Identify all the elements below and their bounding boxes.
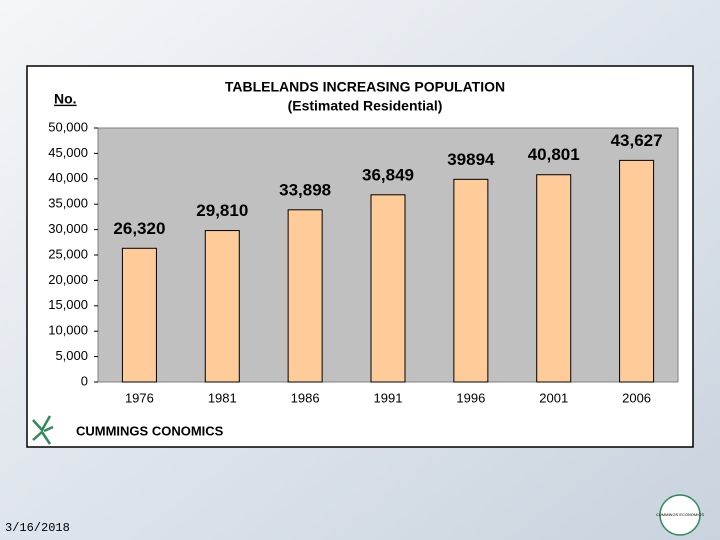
y-tick-label: 10,000: [48, 323, 88, 338]
bar: [204, 230, 240, 383]
bar: [121, 247, 157, 383]
y-tick-label: 20,000: [48, 272, 88, 287]
x-tick-label: 2001: [539, 390, 568, 405]
bar: [287, 209, 323, 383]
value-label: 43,627: [611, 131, 663, 150]
bar: [453, 178, 489, 383]
chart-title: TABLELANDS INCREASING POPULATION: [225, 79, 505, 95]
y-tick-label: 0: [81, 373, 88, 388]
y-tick-label: 30,000: [48, 221, 88, 236]
y-tick-label: 50,000: [48, 119, 88, 134]
x-tick-label: 2006: [622, 390, 651, 405]
value-label: 40,801: [528, 145, 580, 164]
slide-date: 3/16/2018: [5, 521, 70, 535]
x-tick-label: 1986: [291, 390, 320, 405]
x-tick-label: 1981: [208, 390, 237, 405]
y-tick-label: 40,000: [48, 170, 88, 185]
y-tick-label: 25,000: [48, 246, 88, 261]
value-label: 26,320: [113, 219, 165, 238]
y-tick-label: 45,000: [48, 145, 88, 160]
value-label: 36,849: [362, 165, 414, 184]
bar: [619, 159, 655, 383]
y-axis-label: No.: [54, 91, 77, 107]
value-label: 29,810: [196, 201, 248, 220]
chart-subtitle: (Estimated Residential): [288, 98, 443, 114]
value-label: 39894: [447, 150, 495, 169]
y-tick-label: 15,000: [48, 297, 88, 312]
y-tick-label: 5,000: [55, 348, 88, 363]
x-tick-label: 1996: [456, 390, 485, 405]
y-tick-label: 35,000: [48, 196, 88, 211]
x-tick-label: 1991: [374, 390, 403, 405]
bar: [536, 174, 572, 383]
value-label: 33,898: [279, 180, 331, 199]
brand-name: CUMMINGS CONOMICS: [76, 423, 224, 438]
corner-logo-text: CUMMINGS ECONOMICS: [656, 512, 704, 517]
x-tick-label: 1976: [125, 390, 154, 405]
bar: [370, 194, 406, 383]
corner-logo: [659, 494, 701, 536]
brand-logo: [32, 415, 54, 445]
